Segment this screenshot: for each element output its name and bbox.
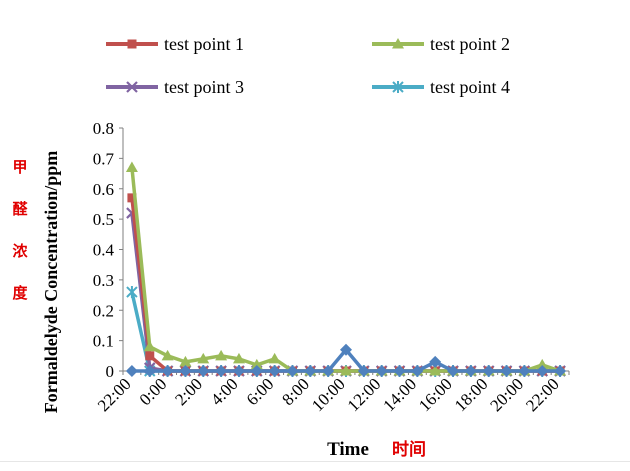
- data-point: [304, 365, 317, 377]
- x-tick-label: 6:00: [243, 374, 278, 409]
- legend-marker: [392, 38, 404, 49]
- x-tick-label: 14:00: [379, 374, 420, 415]
- y-tick-label: 0.2: [93, 301, 114, 320]
- y-tick-label: 0.5: [93, 210, 114, 229]
- data-point: [554, 365, 567, 377]
- data-point: [250, 358, 263, 370]
- legend-label: test point 3: [164, 77, 244, 97]
- data-point: [340, 365, 352, 376]
- y-tick-label: 0.6: [93, 180, 114, 199]
- data-point: [126, 286, 138, 299]
- x-tick-label: 16:00: [415, 374, 456, 415]
- data-point: [536, 365, 549, 377]
- data-point: [179, 355, 192, 367]
- legend-marker: [126, 81, 138, 93]
- data-point: [197, 352, 210, 364]
- x-axis-title: Time: [327, 439, 369, 460]
- data-point: [464, 365, 477, 377]
- data-point: [500, 365, 513, 377]
- x-tick-label: 12:00: [344, 374, 385, 415]
- y-tick-label: 0.7: [93, 149, 115, 168]
- x-tick-label: 18:00: [451, 374, 492, 415]
- y-axis-title: Formaldelyde Concentration/ppm: [41, 151, 61, 414]
- data-point: [143, 365, 156, 377]
- data-point: [161, 349, 174, 361]
- x-tick-label: 10:00: [308, 374, 349, 415]
- y-axis-title-cn-char: 醛: [12, 200, 28, 218]
- data-point: [375, 365, 388, 377]
- x-tick-label: 0:00: [136, 374, 171, 409]
- data-point: [215, 365, 228, 377]
- data-point: [197, 365, 210, 377]
- data-point: [340, 343, 352, 356]
- data-point: [518, 365, 531, 377]
- y-axis-title-cn-char: 浓: [12, 243, 28, 260]
- x-axis-title-cn: 时间: [392, 439, 426, 459]
- bottom-divider: [0, 461, 630, 462]
- data-point: [447, 365, 460, 377]
- y-tick-label: 0: [106, 362, 115, 381]
- data-point: [232, 365, 245, 377]
- data-point: [143, 340, 156, 352]
- x-tick-label: 2:00: [171, 374, 206, 409]
- legend-marker: [392, 81, 404, 93]
- data-point: [429, 365, 442, 376]
- data-point: [161, 365, 174, 377]
- data-point: [393, 365, 406, 377]
- data-point: [322, 365, 335, 377]
- data-point: [232, 352, 245, 364]
- y-axis-title-cn-char: 度: [12, 284, 28, 302]
- data-point: [145, 351, 155, 361]
- data-point: [268, 352, 281, 364]
- x-tick-label: 22:00: [522, 374, 563, 415]
- y-tick-label: 0.1: [93, 332, 114, 351]
- y-tick-label: 0.3: [93, 271, 114, 290]
- data-point: [179, 365, 192, 377]
- data-point: [411, 365, 424, 377]
- legend-marker: [127, 39, 137, 49]
- data-point: [482, 365, 495, 377]
- data-point: [429, 355, 442, 368]
- data-point: [125, 161, 138, 172]
- y-tick-label: 0.8: [93, 119, 114, 138]
- x-tick-label: 4:00: [207, 374, 242, 409]
- data-point: [268, 365, 281, 377]
- y-tick-label: 0.4: [93, 241, 115, 260]
- data-point: [250, 365, 263, 377]
- series-line-test-point-2: [130, 167, 561, 373]
- data-point: [536, 358, 549, 370]
- x-tick-label: 8:00: [278, 374, 313, 409]
- x-tick-label: 22:00: [94, 374, 135, 415]
- data-point: [215, 349, 228, 361]
- data-point: [286, 365, 299, 377]
- data-point: [127, 193, 137, 203]
- data-point: [357, 365, 370, 377]
- legend-label: test point 1: [164, 34, 244, 54]
- legend-label: test point 2: [430, 34, 510, 54]
- legend-label: test point 4: [430, 77, 510, 97]
- x-tick-label: 20:00: [486, 374, 527, 415]
- y-axis-title-cn-char: 甲: [12, 159, 27, 176]
- data-point: [125, 365, 138, 377]
